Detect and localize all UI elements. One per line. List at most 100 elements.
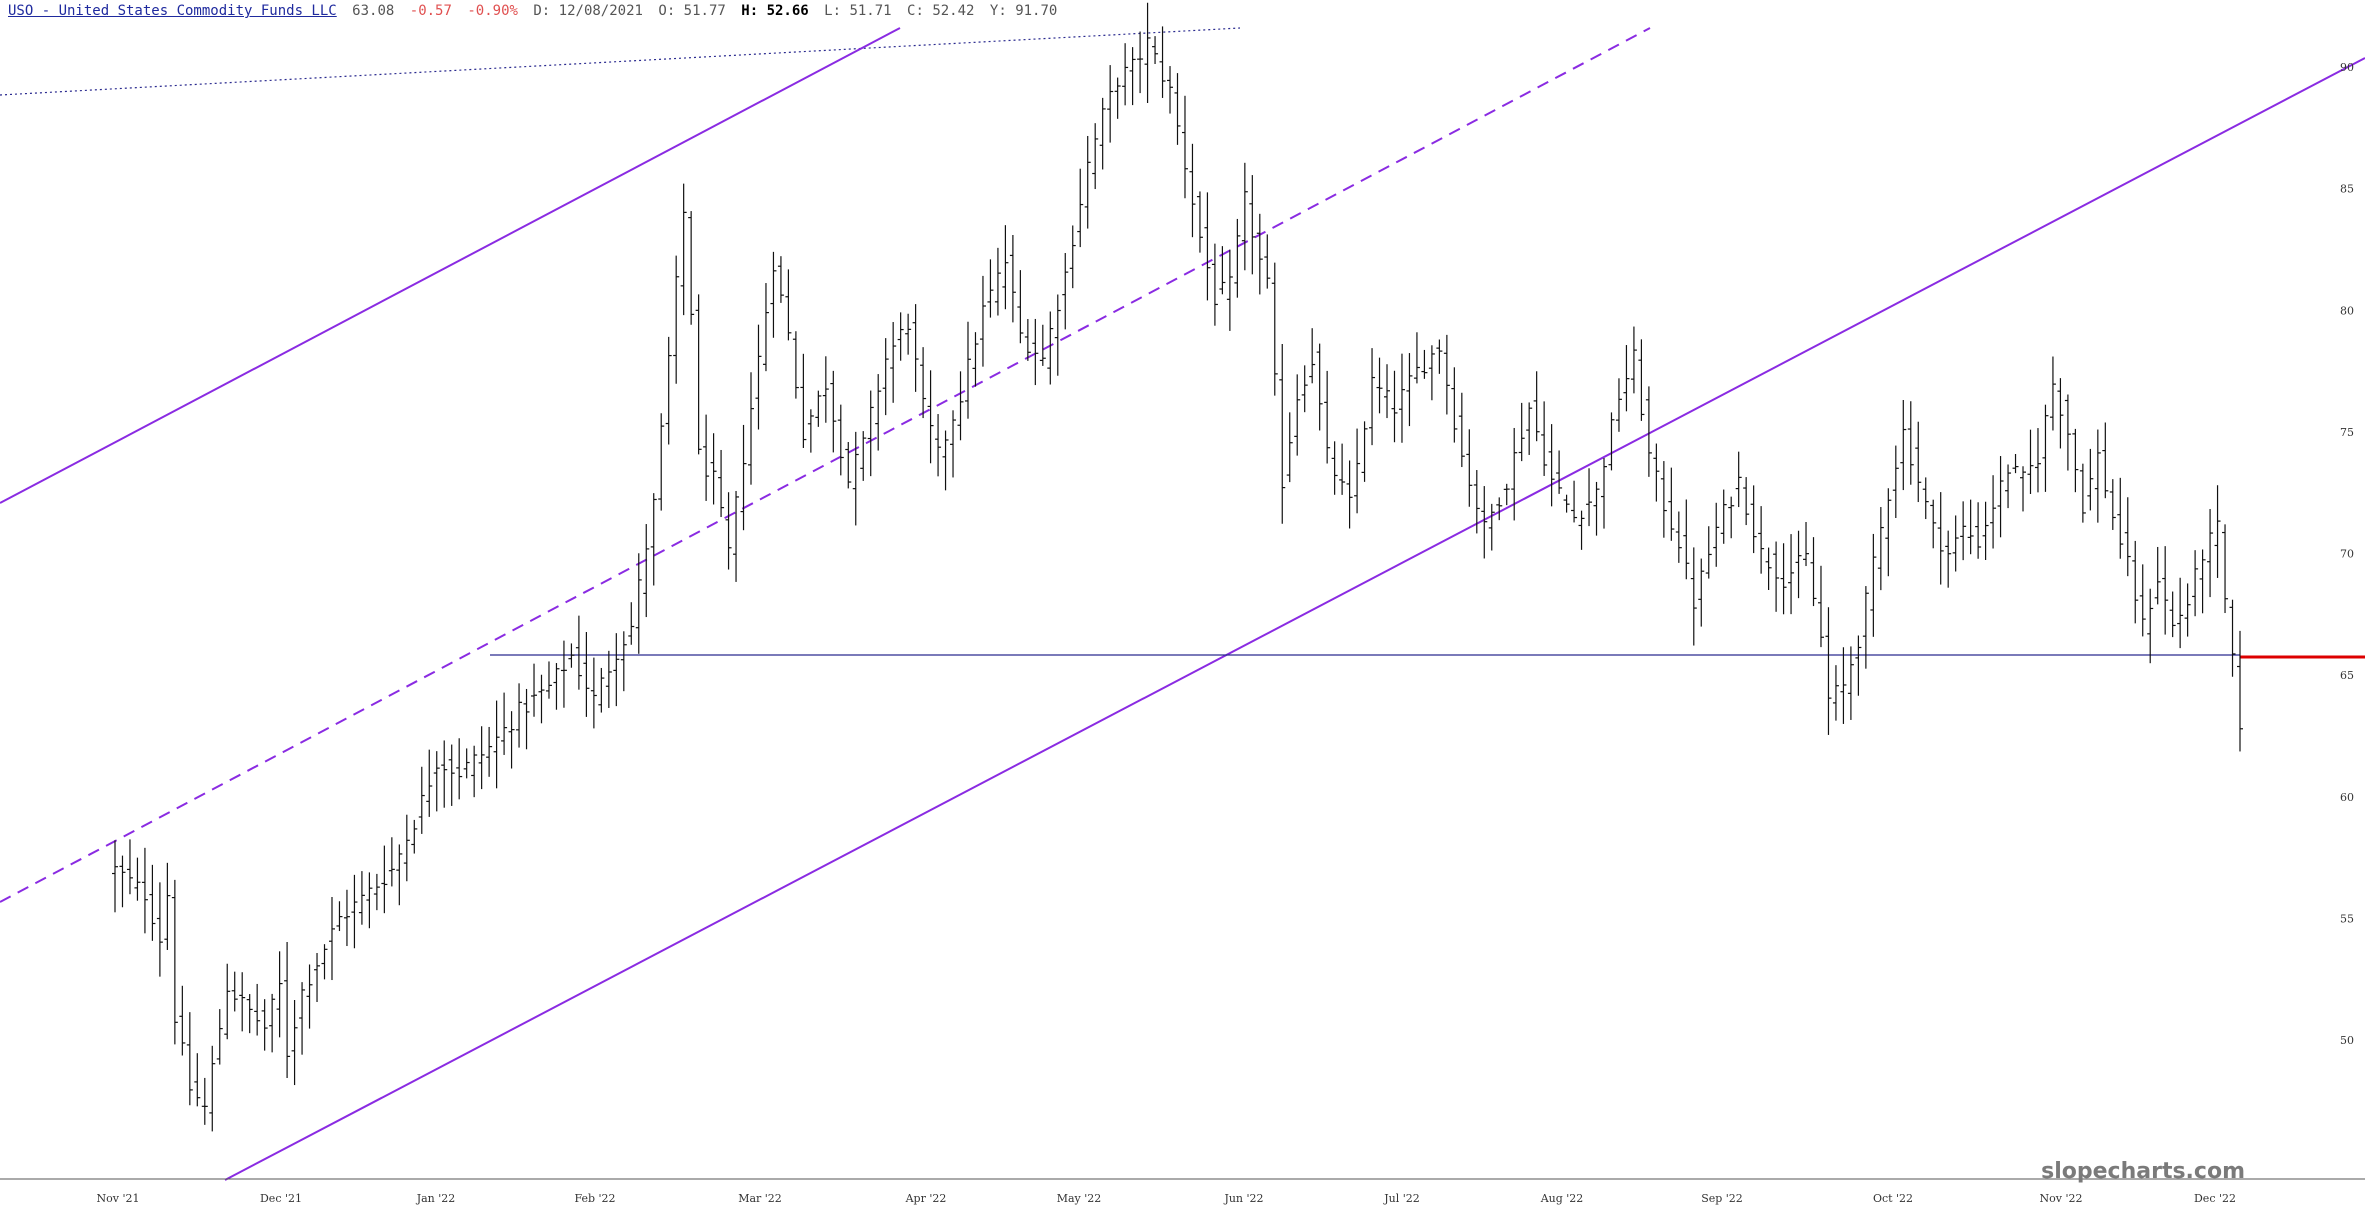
ohlc-bar (508, 711, 515, 769)
ohlc-bar (1571, 480, 1578, 523)
ohlc-bars (112, 2, 2243, 1132)
ohlc-bar (1413, 332, 1420, 384)
y-tick-label: 65 (2340, 669, 2354, 682)
ohlc-bar (620, 631, 627, 692)
ohlc-bar (1713, 502, 1720, 567)
ohlc-bar (950, 410, 957, 478)
x-tick-label: Nov '22 (2040, 1192, 2083, 1205)
ohlc-bar (1795, 530, 1802, 599)
ohlc-bar (800, 353, 807, 448)
y-tick-label: 60 (2340, 791, 2354, 804)
y-readout: Y: 91.70 (989, 3, 1058, 19)
ticker-link[interactable]: USO - United States Commodity Funds LLC (8, 3, 337, 19)
ohlc-bar (2109, 479, 2116, 530)
upper-channel-line[interactable] (0, 27, 901, 504)
ohlc-bar (358, 871, 365, 925)
ohlc-bar (568, 643, 575, 668)
ohlc-bar (1421, 349, 1428, 379)
ohlc-bar (1301, 365, 1308, 413)
x-tick-label: Dec '21 (260, 1192, 302, 1205)
ohlc-bar (1189, 143, 1196, 238)
ohlc-bar (1937, 492, 1944, 585)
ohlc-bar (2102, 422, 2109, 499)
x-tick-label: Aug '22 (1540, 1192, 1584, 1205)
ohlc-bar (1024, 319, 1031, 361)
ohlc-bar (1817, 565, 1824, 648)
ohlc-bar (837, 404, 844, 476)
ohlc-bar (718, 449, 725, 518)
ohlc-bar (1945, 530, 1952, 588)
ohlc-bar (156, 882, 163, 977)
ohlc-bar (2012, 454, 2019, 474)
trendlines[interactable] (0, 27, 2365, 1181)
ohlc-bar (1683, 499, 1690, 580)
lower-channel-line[interactable] (224, 57, 2365, 1181)
high-label: H: (741, 3, 759, 19)
ohlc-bar (531, 663, 538, 717)
ohlc-bar (1915, 421, 1922, 503)
ohlc-bar (1077, 168, 1084, 248)
ohlc-bar (119, 855, 126, 908)
ohlc-bar (792, 331, 799, 399)
low-readout: L: 51.71 (824, 3, 892, 19)
ohlc-bar (1720, 489, 1727, 544)
ohlc-bar (433, 751, 440, 812)
ohlc-bar (1129, 47, 1136, 106)
ohlc-bar (351, 874, 358, 949)
ohlc-bar (2087, 448, 2094, 511)
ohlc-bar (1443, 334, 1450, 415)
ohlc-bar (1600, 457, 1607, 529)
ohlc-bar (1832, 665, 1839, 721)
ohlc-bar (1533, 371, 1540, 442)
x-tick-label: Jul '22 (1383, 1192, 1420, 1205)
ohlc-bar (1339, 443, 1346, 495)
ohlc-bar (987, 259, 994, 318)
high-value: 52.66 (766, 3, 809, 19)
ohlc-bar (1092, 123, 1099, 190)
ohlc-bar (1847, 646, 1854, 720)
ohlc-bar (1054, 294, 1061, 376)
ohlc-bar (748, 372, 755, 485)
ohlc-bar (2064, 394, 2071, 471)
ohlc-bar (1608, 412, 1615, 471)
ohlc-bar (1346, 460, 1353, 529)
ohlc-bar (897, 312, 904, 361)
ohlc-bar (1174, 73, 1181, 145)
ohlc-bar (1309, 328, 1316, 384)
ohlc-bar (1788, 534, 1795, 615)
ohlc-bar (538, 674, 545, 724)
close-readout: C: 52.42 (907, 3, 975, 19)
ohlc-bar (2147, 588, 2154, 664)
ohlc-bar (306, 964, 313, 1029)
ohlc-bar (1556, 450, 1563, 494)
ohlc-bar (807, 409, 814, 453)
ohlc-bar (2042, 404, 2049, 492)
ohlc-bar (471, 745, 478, 798)
ohlc-bar (1623, 345, 1630, 412)
ohlc-bar (2214, 485, 2221, 578)
y-tick-label: 75 (2340, 426, 2354, 439)
ohlc-bar (598, 667, 605, 713)
ohlc-bar (994, 247, 1001, 316)
ohlc-bar (149, 864, 156, 941)
middle-channel-line[interactable] (0, 27, 1651, 903)
ohlc-bar (1211, 243, 1218, 326)
ohlc-bar (1825, 607, 1832, 735)
ohlc-bar (1226, 249, 1233, 331)
ohlc-bar (373, 873, 380, 911)
ohlc-bar (1354, 428, 1361, 514)
ohlc-bar (1578, 510, 1585, 550)
ohlc-bar (1698, 558, 1705, 627)
ohlc-bar (426, 749, 433, 817)
ohlc-bar (852, 431, 859, 526)
ohlc-bar (725, 492, 732, 570)
ohlc-bar (299, 982, 306, 1055)
ohlc-bar (2199, 549, 2206, 614)
ohlc-bar (2005, 464, 2012, 509)
ohlc-bar (1990, 475, 1997, 549)
ohlc-bar (643, 524, 650, 618)
ohlc-bar (1960, 501, 1967, 561)
dotted-trendline[interactable] (0, 27, 1241, 96)
y-tick-label: 85 (2340, 183, 2354, 196)
